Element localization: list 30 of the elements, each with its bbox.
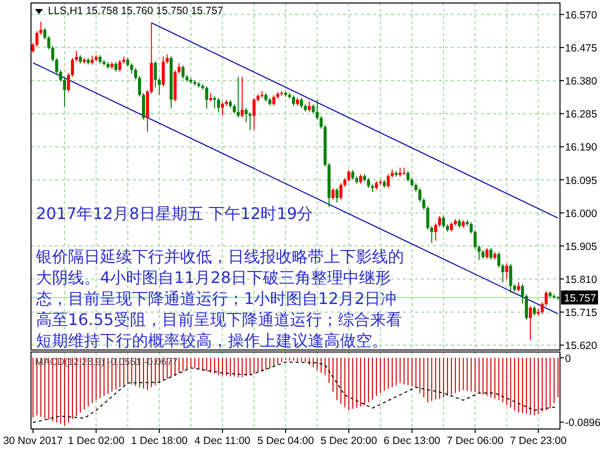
y-tick-label: 16.380 [565,76,598,88]
x-tick-label: 4 Dec 11:00 [194,435,251,447]
x-tick-label: 5 Dec 20:00 [320,435,378,447]
annotation: 高至16.55受阻，目前呈现下降通道运行；综合来看 [36,310,402,329]
ref-line-label: 15.757 [564,292,596,304]
annotation: 短期维持下行的概率较高，操作上建议逢高做空。 [36,331,388,350]
annotation: 大阴线。4小时图自11月28日下破三角整理中继形 [36,268,391,287]
y-tick-label: 16.285 [565,108,598,121]
x-tick-label: 6 Dec 13:00 [384,435,440,447]
y-tick-label: 16.190 [565,142,598,154]
y-tick-label: 16.095 [565,174,598,187]
x-tick-label: 7 Dec 06:00 [446,435,504,447]
y-tick-label: 16.475 [565,42,598,55]
annotation: 2017年12月8日星期五 下午12时19分 [36,204,314,223]
x-tick-label: 7 Dec 23:00 [510,435,567,447]
x-tick-label: 5 Dec 04:00 [257,435,314,447]
x-tick-label: 1 Dec 02:00 [68,435,125,447]
x-tick-label: 1 Dec 18:00 [130,435,188,447]
y-tick-label: 15.620 [565,340,598,352]
y-tick-label: 16.570 [565,9,598,22]
annotation: 态，目前呈现下降通道运行；1小时图自12月2日冲 [35,289,397,308]
y-tick-label: 16.000 [565,208,598,220]
y-tick-label: 15.905 [565,240,598,253]
x-tick-label: 30 Nov 2017 [3,435,63,447]
y-tick-label: 15.810 [565,274,598,286]
chart-title: LLS,H1 15.758 15.760 15.750 15.757 [48,5,224,17]
y-tick-label: 0 [565,352,571,365]
y-tick-label: 15.715 [565,307,598,320]
annotation: 银价隔日延续下行并收低，日线报收略带上下影线的 [35,247,404,266]
y-tick-label: -0.0896 [565,417,600,430]
